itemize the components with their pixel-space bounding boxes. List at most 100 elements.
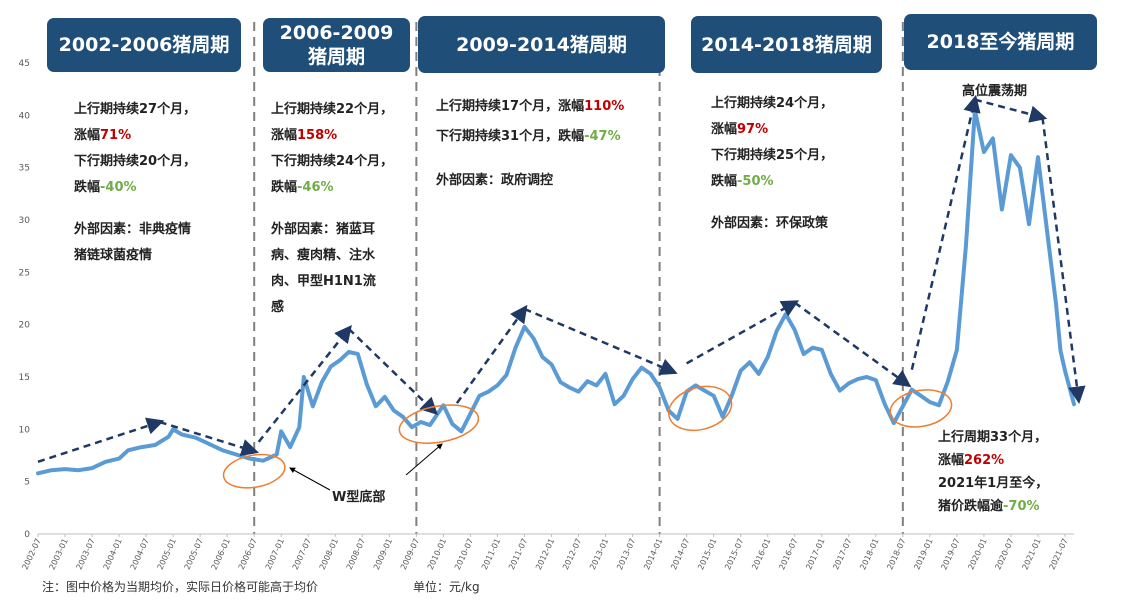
- y-tick-label: 15: [19, 373, 30, 383]
- period3-fall: -47%: [584, 129, 621, 144]
- period4-gain: 97%: [737, 122, 769, 137]
- period3-fall-prefix: 跌幅: [558, 129, 585, 144]
- x-tick-label: 2013-07: [615, 537, 637, 571]
- x-tick-label: 2006-01: [210, 537, 232, 571]
- x-tick-label: 2009-01: [372, 537, 394, 571]
- period1-gain-prefix: 涨幅: [74, 128, 101, 143]
- w-bottom-pointers: [289, 443, 443, 491]
- period5-down-text: 2021年1月至今，: [938, 476, 1049, 491]
- period1-factor: 外部因素：非典疫情 猪链球菌疫情: [74, 222, 192, 263]
- trend-arrow-segment: [523, 307, 678, 375]
- period2-up-text: 上行期持续22个月，: [271, 102, 394, 117]
- price-series: [36, 108, 1076, 476]
- footer-note: 注：图中价格为当期均价，实际日价格可能高于均价: [42, 580, 319, 594]
- trend-arrow-segment: [793, 301, 912, 388]
- trend-arrow-segment: [686, 300, 800, 365]
- x-tick-label: 2019-01: [912, 537, 934, 571]
- x-tick-label: 2004-01: [102, 537, 124, 571]
- trend-arrow-segment: [974, 98, 1048, 123]
- trend-arrow-segment: [257, 324, 352, 443]
- y-tick-label: 10: [19, 425, 31, 435]
- period5-gain: 262%: [964, 453, 1005, 468]
- period3-down-text: 下行期持续31个月，: [436, 129, 559, 144]
- x-tick-label: 2003-01: [48, 537, 70, 571]
- x-tick-label: 2009-07: [399, 537, 421, 571]
- period4-up-text: 上行期持续24个月，: [711, 96, 834, 111]
- trend-arrow-segment: [347, 327, 438, 416]
- trend-arrow-segment: [37, 417, 165, 463]
- x-tick-label: 2018-07: [885, 537, 907, 571]
- x-tick-label: 2010-01: [426, 537, 448, 571]
- period4-gain-prefix: 涨幅: [711, 122, 738, 137]
- x-tick-label: 2012-01: [534, 537, 556, 571]
- cycle-header-2006-2009: 2006-2009 猪周期: [263, 18, 410, 72]
- bottom-highlight-circle: [398, 404, 480, 444]
- y-tick-label: 35: [19, 164, 30, 174]
- period3-gain-prefix: 涨幅: [558, 99, 585, 114]
- period4-fall-prefix: 跌幅: [711, 174, 738, 189]
- trend-arrow-segment: [910, 94, 981, 370]
- x-tick-label: 2005-01: [156, 537, 178, 571]
- x-tick-label: 2015-01: [696, 537, 718, 571]
- period5-up-text: 上行周期33个月，: [938, 430, 1048, 445]
- x-tick-label: 2007-07: [291, 537, 313, 571]
- period2-fall: -46%: [297, 180, 334, 195]
- period3-factor: 外部因素：政府调控: [436, 173, 554, 188]
- period2-annotation: 上行期持续22个月， 涨幅158% 下行期持续24个月， 跌幅-46% 外部因素…: [271, 97, 393, 321]
- y-tick-label: 5: [24, 478, 30, 488]
- x-axis: 2002-07 2003-01 2003-07 2004-01 2004-07 2005-…: [21, 533, 1074, 571]
- x-tick-label: 2007-01: [264, 537, 286, 571]
- high-oscillation-label: 高位震荡期: [962, 84, 1028, 99]
- x-tick-label: 2021-01: [1020, 537, 1042, 571]
- trend-arrows: [37, 94, 1086, 463]
- x-tick-label: 2008-01: [318, 537, 340, 571]
- bottom-highlight-circle: [668, 385, 733, 432]
- y-tick-label: 0: [24, 530, 30, 540]
- cycle-header-2009-2014: 2009-2014猪周期: [418, 16, 665, 73]
- period2-fall-prefix: 跌幅: [271, 180, 298, 195]
- period5-gain-prefix: 涨幅: [938, 453, 965, 468]
- x-tick-label: 2014-07: [669, 537, 691, 571]
- cycle-header-2018-now: 2018至今猪周期: [904, 14, 1097, 70]
- footer-unit: 单位：元/kg: [413, 580, 480, 594]
- price-line: [36, 108, 1076, 476]
- pointer-line: [405, 443, 443, 476]
- pointer-line: [289, 467, 331, 491]
- bottom-highlights: [222, 385, 953, 489]
- x-tick-label: 2021-07: [1048, 537, 1070, 571]
- x-tick-label: 2010-07: [453, 537, 475, 571]
- x-tick-label: 2003-07: [75, 537, 97, 571]
- x-tick-label: 2014-01: [642, 537, 664, 571]
- period1-up-text: 上行期持续27个月，: [74, 102, 197, 117]
- x-tick-label: 2020-01: [966, 537, 988, 571]
- period3-up-text: 上行期持续17个月，: [436, 99, 559, 114]
- period1-down-text: 下行期持续20个月，: [74, 154, 197, 169]
- y-tick-label: 20: [19, 321, 31, 331]
- x-tick-label: 2011-01: [480, 537, 502, 571]
- period1-annotation: 上行期持续27个月， 涨幅71% 下行期持续20个月， 跌幅-40% 外部因素：…: [74, 97, 196, 269]
- y-tick-label: 25: [19, 268, 30, 278]
- x-tick-label: 2002-07: [21, 537, 43, 571]
- w-bottom-label: W型底部: [332, 490, 386, 505]
- x-tick-label: 2006-07: [237, 537, 259, 571]
- x-tick-label: 2019-07: [939, 537, 961, 571]
- period4-fall: -50%: [737, 174, 774, 189]
- period4-factor: 外部因素：环保政策: [711, 216, 829, 231]
- x-tick-label: 2004-07: [129, 537, 151, 571]
- cycle-header-2002-2006: 2002-2006猪周期: [47, 18, 241, 72]
- x-tick-label: 2016-07: [777, 537, 799, 571]
- period2-factor: 外部因素：猪蓝耳 病、瘦肉精、注水 肉、甲型H1N1流 感: [271, 222, 376, 315]
- y-tick-label: 40: [19, 111, 31, 121]
- x-tick-label: 2016-01: [750, 537, 772, 571]
- period3-gain: 110%: [584, 99, 625, 114]
- period4-annotation: 上行期持续24个月， 涨幅97% 下行期持续25个月， 跌幅-50% 外部因素：…: [711, 91, 833, 237]
- period1-gain: 71%: [100, 128, 132, 143]
- trend-arrow-segment: [159, 420, 259, 456]
- cycle-header-2014-2018: 2014-2018猪周期: [691, 16, 882, 73]
- period2-gain-prefix: 涨幅: [271, 128, 298, 143]
- period2-down-text: 下行期持续24个月，: [271, 154, 394, 169]
- period3-annotation: 上行期持续17个月，涨幅110% 下行期持续31个月，跌幅-47% 外部因素：政…: [436, 92, 624, 196]
- x-tick-label: 2008-07: [345, 537, 367, 571]
- period5-fall-prefix: 猪价跌幅逾: [938, 499, 1004, 514]
